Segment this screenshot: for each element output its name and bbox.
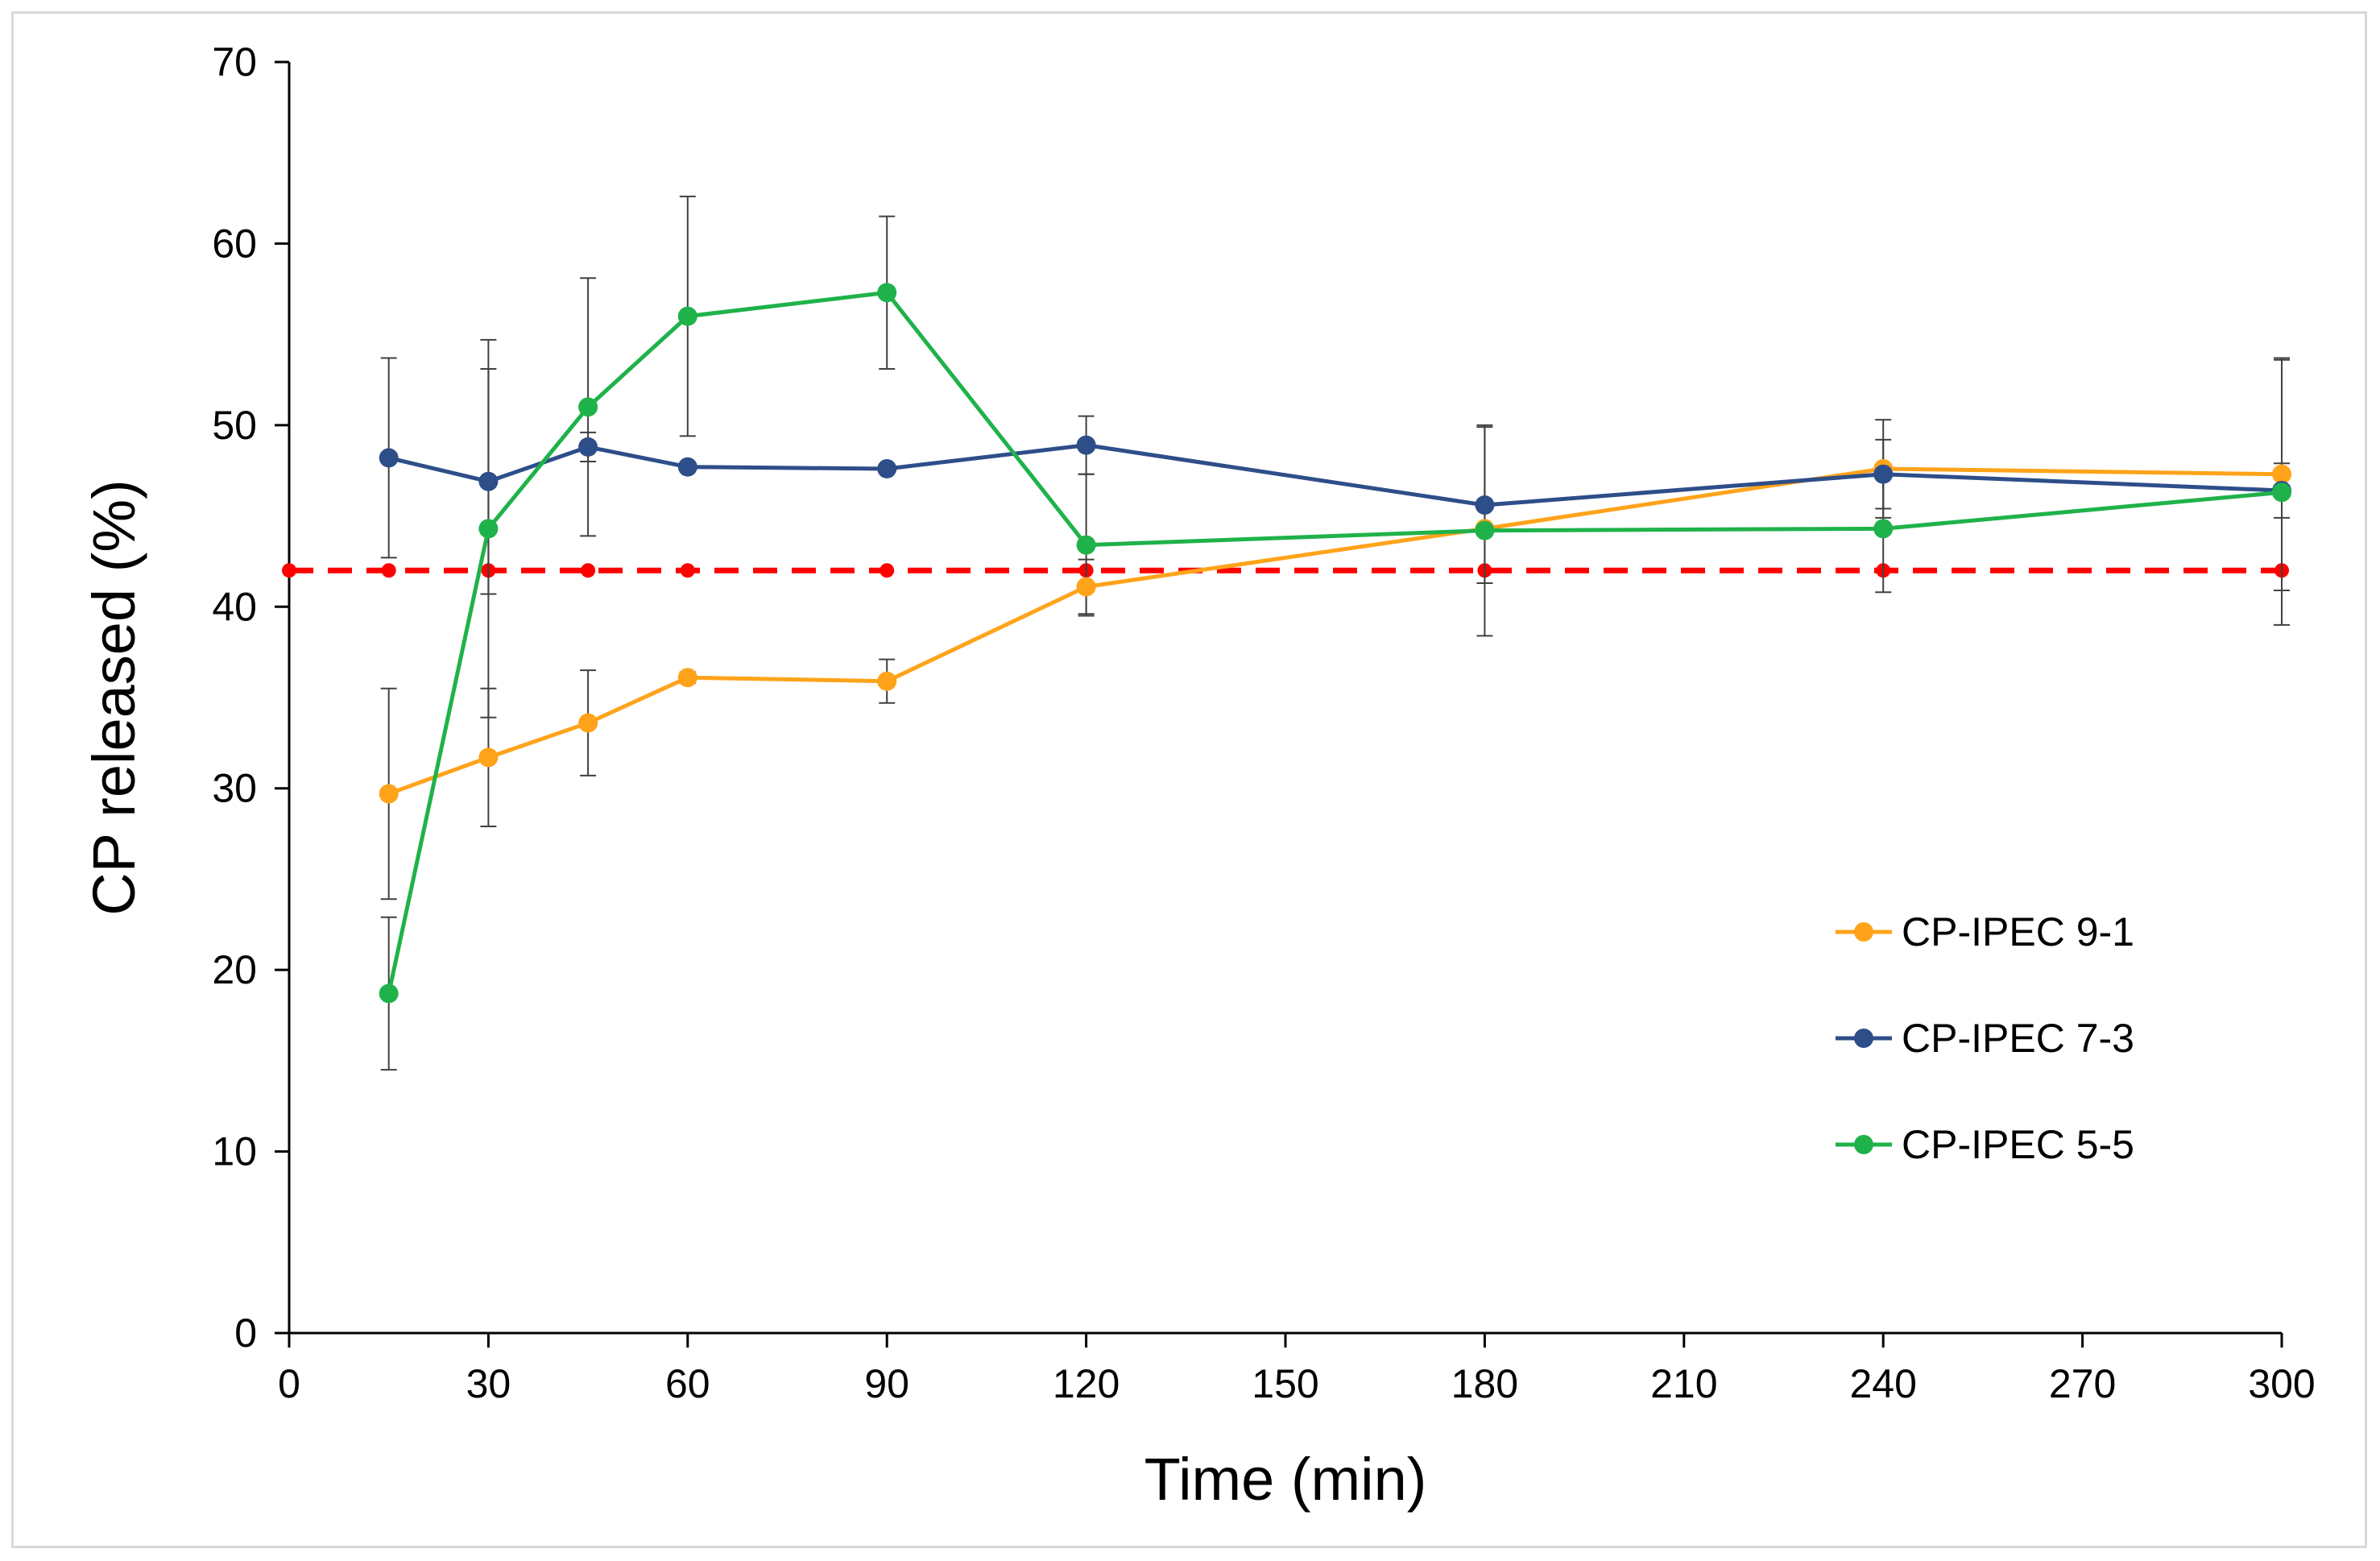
reference-layer — [282, 563, 2289, 578]
reference-marker — [282, 563, 296, 578]
x-tick-label: 120 — [1053, 1361, 1120, 1406]
data-point — [1475, 495, 1495, 516]
reference-marker — [680, 563, 695, 578]
data-point — [1076, 577, 1096, 597]
y-tick-label: 20 — [212, 947, 257, 992]
legend-swatch-marker — [1854, 1029, 1873, 1048]
x-tick-label: 150 — [1252, 1361, 1318, 1406]
y-tick-label: 70 — [212, 39, 257, 85]
y-tick-label: 30 — [212, 766, 257, 811]
x-axis-title: Time (min) — [1144, 1446, 1427, 1513]
x-tick-label: 30 — [466, 1361, 511, 1406]
legend-label: CP-IPEC 5-5 — [1902, 1122, 2134, 1167]
y-tick-label: 50 — [212, 403, 257, 448]
data-point — [578, 397, 598, 417]
series-line-2 — [388, 443, 2283, 507]
reference-marker — [581, 563, 596, 578]
y-tick-label: 40 — [212, 584, 257, 629]
x-tick-label: 270 — [2049, 1361, 2116, 1406]
data-point — [578, 437, 598, 457]
y-tick-label: 60 — [212, 221, 257, 266]
legend: CP-IPEC 9-1 CP-IPEC 7-3 CP-IPEC 5-5 — [1836, 909, 2134, 1167]
x-tick-label: 210 — [1650, 1361, 1717, 1406]
y-axis-title: CP released (%) — [81, 479, 147, 916]
x-tick-label: 180 — [1451, 1361, 1518, 1406]
y-tick-label: 0 — [234, 1310, 257, 1356]
data-point — [1475, 520, 1495, 540]
x-tick-label: 300 — [2248, 1361, 2315, 1406]
data-point — [478, 471, 499, 491]
data-point — [677, 306, 697, 326]
data-point — [877, 671, 897, 691]
data-point — [677, 668, 697, 688]
data-point — [877, 283, 897, 303]
data-point — [877, 458, 897, 478]
data-point — [379, 448, 399, 468]
data-point — [1873, 519, 1894, 539]
data-point — [578, 713, 598, 733]
chart-frame: 0 10 20 30 40 50 60 70 0 30 60 90 120 150 180 210 240 270… — [11, 11, 2367, 1548]
series-layer — [379, 283, 2291, 1004]
y-tick-label: 10 — [212, 1129, 257, 1174]
reference-marker — [880, 563, 895, 578]
x-tick-label: 0 — [278, 1361, 300, 1406]
legend-label: CP-IPEC 7-3 — [1902, 1016, 2134, 1061]
data-point — [677, 457, 697, 477]
data-point — [379, 784, 399, 804]
reference-marker — [381, 563, 396, 578]
data-point — [478, 747, 499, 768]
data-point — [1076, 535, 1096, 555]
data-point — [2272, 482, 2291, 503]
legend-label: CP-IPEC 9-1 — [1902, 909, 2134, 954]
legend-swatch-marker — [1854, 1135, 1873, 1154]
data-point — [379, 983, 399, 1004]
series-line-3 — [387, 290, 2283, 994]
x-tick-label: 240 — [1849, 1361, 1916, 1406]
data-point — [478, 519, 499, 539]
x-tick-label: 60 — [665, 1361, 710, 1406]
axes-layer: 0 10 20 30 40 50 60 70 0 30 60 90 120 150 180 210 240 270… — [212, 39, 2315, 1406]
x-tick-label: 90 — [864, 1361, 909, 1406]
chart-svg: 0 10 20 30 40 50 60 70 0 30 60 90 120 150 180 210 240 270… — [81, 39, 2316, 1513]
data-point — [1076, 435, 1096, 455]
data-point — [1873, 464, 1894, 484]
data-point — [2272, 464, 2291, 484]
legend-swatch-marker — [1854, 922, 1873, 942]
